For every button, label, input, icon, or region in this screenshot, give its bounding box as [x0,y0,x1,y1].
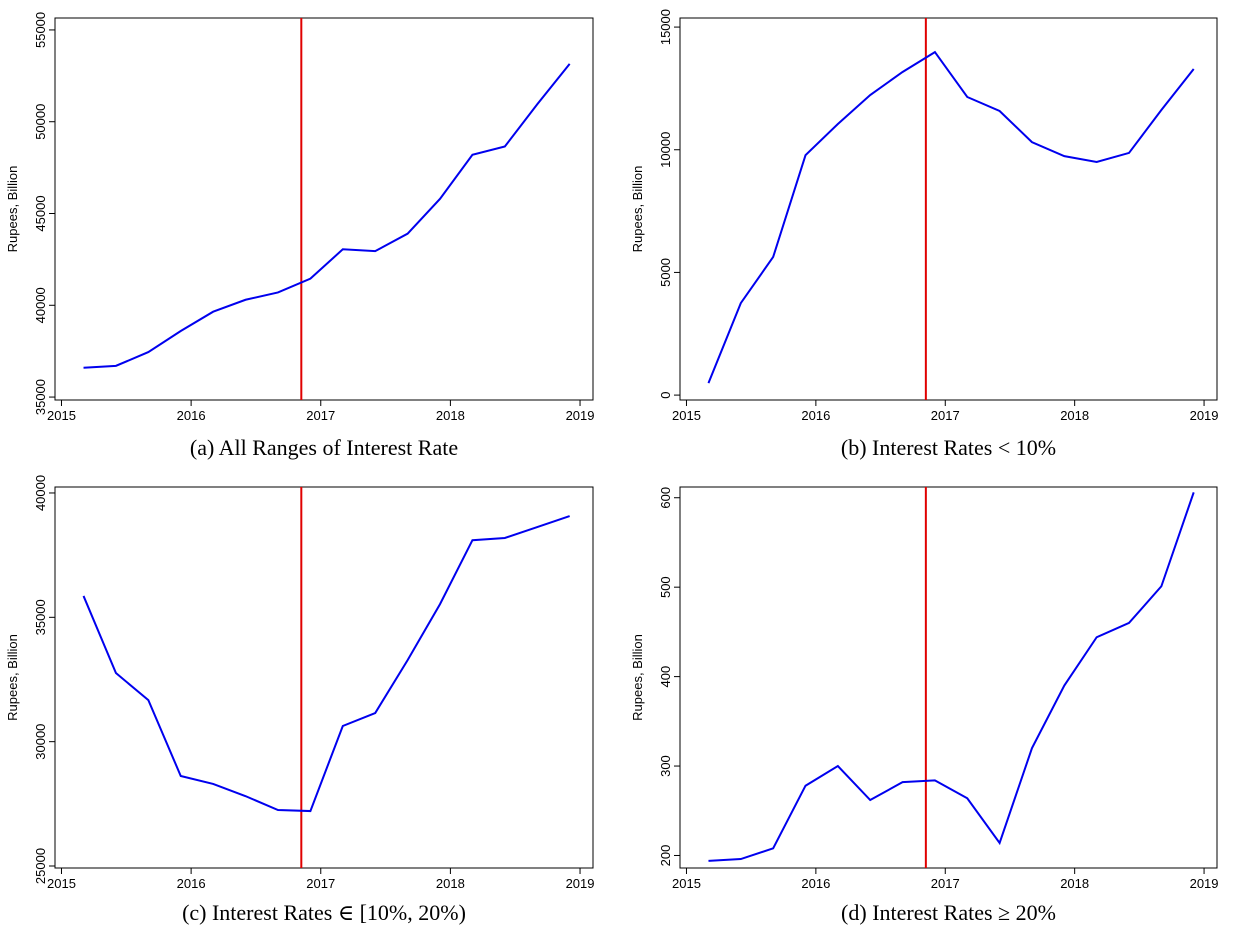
data-line [83,63,571,369]
caption: (c) Interest Rates ∈ [10%, 20%) [182,900,466,925]
panel: 2015 2016 2017 2018 2019 0 5000 10000 15000 Rupee… [630,9,1219,460]
y-tick-label: 50000 [33,104,48,140]
x-tick-label: 2016 [801,408,830,423]
y-tick-label: 600 [658,487,673,509]
x-tick-label: 2017 [931,876,960,891]
y-tick-label: 30000 [33,724,48,760]
y-tick-label: 40000 [33,287,48,323]
y-axis-label: Rupees, Billion [5,166,20,253]
x-tick-label: 2017 [306,408,335,423]
y-tick-label: 500 [658,576,673,598]
panel: 2015 2016 2017 2018 2019 25000 30000 35000 40000… [5,475,594,925]
y-tick-label: 35000 [33,379,48,415]
y-tick-label: 55000 [33,12,48,48]
x-tick-label: 2019 [1190,876,1219,891]
y-tick-label: 400 [658,666,673,688]
x-tick-label: 2019 [566,408,595,423]
data-line [707,50,1195,384]
panel: 2015 2016 2017 2018 2019 200 300 400 500 600 Rupee… [630,486,1219,925]
x-tick-label: 2017 [931,408,960,423]
x-tick-label: 2018 [1060,408,1089,423]
plot-frame [679,17,1218,401]
y-tick-label: 45000 [33,195,48,231]
caption: (d) Interest Rates ≥ 20% [841,900,1056,925]
y-tick-label: 300 [658,755,673,777]
x-tick-label: 2018 [1060,876,1089,891]
data-line [82,515,570,813]
x-tick-label: 2015 [47,876,76,891]
y-tick-label: 200 [658,845,673,867]
y-tick-label: 5000 [658,258,673,287]
panel: 2015 2016 2017 2018 2019 35000 40000 45000 50000… [5,12,594,460]
x-tick-label: 2018 [436,408,465,423]
x-tick-label: 2015 [47,408,76,423]
x-tick-label: 2015 [672,876,701,891]
caption: (b) Interest Rates < 10% [841,435,1056,460]
x-tick-label: 2016 [177,876,206,891]
y-axis-label: Rupees, Billion [630,634,645,721]
x-tick-label: 2019 [1190,408,1219,423]
x-tick-label: 2016 [177,408,206,423]
plot-frame [54,486,594,869]
caption: (a) All Ranges of Interest Rate [190,435,458,460]
y-axis-label: Rupees, Billion [5,634,20,721]
y-tick-label: 15000 [658,9,673,45]
y-tick-label: 35000 [33,599,48,635]
x-tick-label: 2015 [672,408,701,423]
x-tick-label: 2019 [566,876,595,891]
x-tick-label: 2016 [801,876,830,891]
data-line [708,492,1195,862]
y-tick-label: 0 [658,391,673,398]
y-tick-label: 40000 [33,475,48,511]
x-tick-label: 2018 [436,876,465,891]
x-tick-label: 2017 [306,876,335,891]
y-tick-label: 25000 [33,848,48,884]
plot-frame [54,17,594,401]
y-tick-label: 10000 [658,132,673,168]
y-axis-label: Rupees, Billion [630,166,645,253]
plot-frame [679,486,1218,869]
